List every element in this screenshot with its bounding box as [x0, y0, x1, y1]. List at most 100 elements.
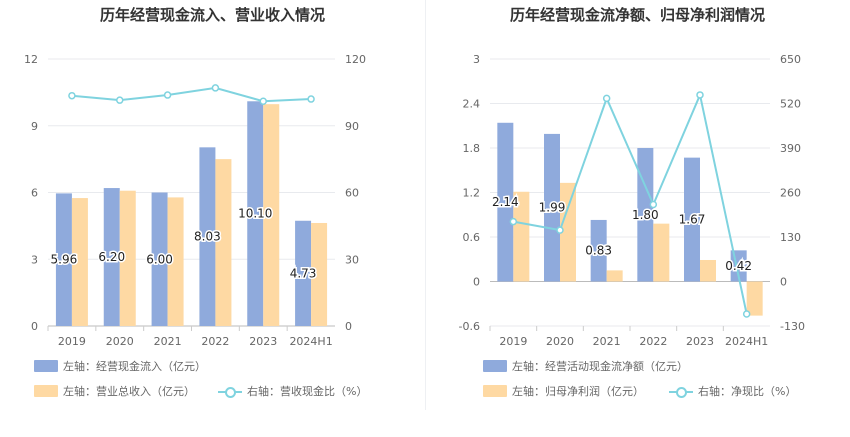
x-axis-tick-label: 2019	[499, 335, 527, 348]
line-point	[509, 217, 518, 226]
bar-secondary	[167, 197, 184, 326]
bar-secondary	[606, 270, 623, 282]
chart-title: 历年经营现金流净额、归母净利润情况	[509, 6, 765, 24]
x-axis-tick-label: 2022	[639, 335, 667, 348]
right-axis-tick-label: 130	[780, 231, 801, 244]
x-axis-tick-label: 2020	[106, 335, 134, 348]
legend-label: 左轴：归母净利润（亿元）	[512, 385, 644, 398]
left-axis-tick-label: 1.8	[463, 142, 481, 155]
right-axis-tick-label: 120	[345, 53, 366, 66]
legend-line-marker	[218, 385, 242, 398]
line-point	[259, 97, 267, 106]
legend-item-bar2[interactable]: 左轴：营业总收入（亿元）	[34, 383, 195, 399]
right-axis-tick-label: 260	[780, 187, 801, 200]
left-axis-tick-label: -0.6	[459, 320, 480, 333]
chart-title: 历年经营现金流入、营业收入情况	[99, 6, 325, 24]
legend-swatch	[483, 360, 507, 372]
left-axis-tick-label: 1.2	[463, 187, 481, 200]
bar-secondary	[746, 281, 763, 316]
line-point	[163, 91, 172, 99]
line-point	[116, 96, 124, 104]
legend-item-bar1[interactable]: 左轴：经营活动现金流净额（亿元）	[483, 358, 688, 374]
left-axis-tick-label: 12	[24, 53, 38, 66]
line-point	[307, 95, 315, 103]
left-axis-tick-label: 9	[31, 120, 38, 133]
bar-data-label: 2.14	[492, 195, 519, 209]
bar-data-label: 1.99	[539, 201, 566, 215]
bar-secondary	[560, 182, 576, 282]
legend-item-line[interactable]: 右轴：净现比（%）	[669, 383, 796, 399]
right-axis-tick-label: 520	[780, 98, 801, 111]
left-axis-tick-label: 6	[31, 187, 38, 200]
bar-data-label: 10.10	[238, 207, 272, 221]
line-point	[556, 226, 564, 234]
bar-data-label: 0.83	[585, 244, 612, 258]
line-point	[602, 94, 611, 103]
x-axis-tick-label: 2020	[546, 335, 574, 348]
bar-secondary	[311, 222, 328, 326]
right-axis-tick-label: 650	[780, 53, 801, 66]
legend-swatch	[34, 385, 58, 397]
right-axis-tick-label: 0	[345, 320, 352, 333]
left-axis-tick-label: 0	[473, 276, 480, 289]
right-axis-tick-label: 0	[780, 276, 787, 289]
bar-primary	[684, 157, 700, 282]
left-axis-tick-label: 3	[31, 253, 38, 266]
line-series	[513, 91, 748, 315]
x-axis-tick-label: 2022	[201, 335, 229, 348]
line-point	[696, 91, 704, 99]
bar-data-label: 5.96	[51, 253, 78, 267]
right-axis-tick-label: 60	[345, 187, 359, 200]
line-point	[211, 84, 220, 92]
bar-data-label: 8.03	[194, 230, 221, 244]
x-axis-tick-label: 2023	[249, 335, 277, 348]
chart-panel-netcash-profit: 历年经营现金流净额、归母净利润情况 -0.6 -130 0 0 0.6 130 1.2 260…	[425, 0, 850, 437]
bar-primary	[151, 192, 168, 326]
legend-item-bar1[interactable]: 左轴：经营现金流入（亿元）	[34, 358, 206, 374]
right-axis-tick-label: 90	[345, 120, 359, 133]
bar-primary	[590, 219, 607, 282]
x-axis-tick-label: 2021	[593, 335, 621, 348]
x-axis-tick-label: 2024H1	[725, 335, 768, 348]
legend-label: 左轴：经营活动现金流净额（亿元）	[512, 360, 688, 373]
bar-secondary	[513, 191, 530, 282]
bar-primary	[103, 188, 120, 326]
line-point	[742, 310, 751, 318]
bar-secondary	[700, 259, 716, 282]
left-axis-tick-label: 3	[473, 53, 480, 66]
right-axis-tick-label: 390	[780, 142, 801, 155]
bar-primary	[637, 148, 654, 282]
panel-divider	[425, 0, 426, 410]
left-axis-tick-label: 0.6	[463, 231, 481, 244]
left-axis-tick-label: 2.4	[463, 98, 481, 111]
legend-label: 右轴：净现比（%）	[698, 385, 797, 398]
bar-primary	[497, 122, 514, 282]
bar-primary	[247, 101, 264, 327]
bar-secondary	[71, 198, 88, 326]
legend-item-bar2[interactable]: 左轴：归母净利润（亿元）	[483, 383, 644, 399]
x-axis-tick-label: 2019	[58, 335, 86, 348]
chart-svg: 0 0 3 30 6 60 9 90 12 120 2019 2020 2021 2022 2023 2024…	[24, 53, 366, 348]
x-axis-tick-label: 2021	[154, 335, 182, 348]
right-axis-tick-label: -130	[780, 320, 805, 333]
bar-data-label: 1.67	[679, 213, 706, 227]
bar-data-label: 0.42	[725, 259, 752, 273]
chart-svg: -0.6 -130 0 0 0.6 130 1.2 260 1.8 390 2.4 520 3 650 20…	[459, 53, 805, 348]
right-axis-tick-label: 30	[345, 253, 359, 266]
bar-primary	[295, 220, 312, 326]
left-axis-tick-label: 0	[31, 320, 38, 333]
bar-primary	[55, 193, 72, 326]
legend-swatch	[34, 360, 58, 372]
legend-label: 左轴：经营现金流入（亿元）	[63, 360, 206, 373]
bar-data-label: 1.80	[632, 208, 659, 222]
line-series	[71, 86, 312, 103]
x-axis-tick-label: 2023	[686, 335, 714, 348]
bar-data-label: 6.20	[98, 250, 125, 264]
chart-panel-cashflow-revenue: 历年经营现金流入、营业收入情况 0 0 3 30 6 60 9 90 12 120 2019 2020…	[24, 6, 367, 399]
bar-secondary	[215, 159, 232, 326]
legend-item-line[interactable]: 右轴：营收现金比（%）	[218, 383, 367, 399]
line-point	[649, 200, 658, 209]
legend-swatch	[483, 385, 507, 397]
bar-secondary	[653, 223, 670, 282]
legend-label: 左轴：营业总收入（亿元）	[63, 385, 195, 398]
